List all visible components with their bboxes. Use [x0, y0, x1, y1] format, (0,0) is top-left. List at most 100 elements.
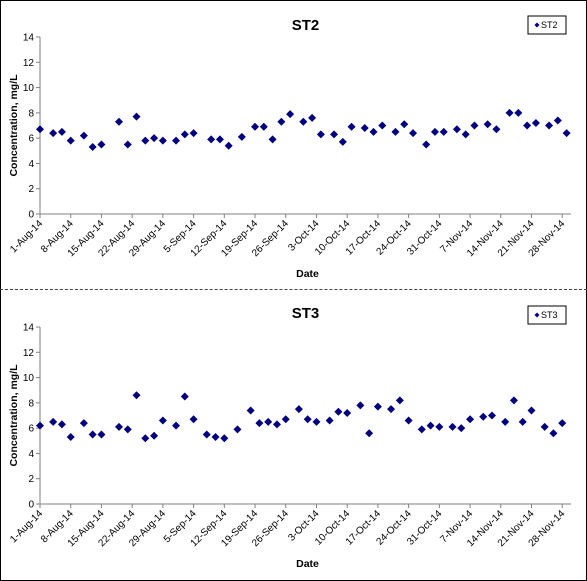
data-point [97, 140, 106, 149]
data-point [435, 422, 444, 431]
data-point [531, 118, 540, 127]
data-point [259, 122, 268, 131]
data-point [294, 405, 303, 414]
y-axis-title: Concentration, mg/L [8, 74, 20, 177]
legend-box [527, 15, 567, 35]
data-point [172, 421, 181, 430]
data-point [220, 434, 229, 443]
data-point [387, 405, 396, 414]
data-point [514, 108, 523, 117]
data-point [422, 140, 431, 149]
data-point [189, 129, 198, 138]
data-point [264, 417, 273, 426]
data-point [430, 127, 439, 136]
data-point [79, 131, 88, 140]
y-tick-label: 8 [28, 398, 34, 409]
data-point [180, 392, 189, 401]
data-point [150, 134, 159, 143]
data-point [150, 431, 159, 440]
data-point [330, 130, 339, 139]
data-point [286, 110, 295, 119]
data-point [505, 108, 514, 117]
data-point [211, 432, 220, 441]
data-point [540, 422, 549, 431]
y-tick-label: 12 [23, 58, 35, 69]
data-point [395, 396, 404, 405]
data-point [426, 421, 435, 430]
data-point [36, 125, 44, 134]
data-point [88, 430, 97, 439]
data-point [360, 124, 369, 133]
data-point [158, 136, 167, 145]
data-point [312, 417, 321, 426]
data-point [255, 419, 264, 428]
data-point [378, 121, 387, 130]
data-point [97, 430, 106, 439]
data-point [268, 135, 277, 144]
y-tick-label: 12 [23, 348, 35, 359]
x-axis-title: Date [296, 558, 319, 570]
y-tick-label: 2 [28, 184, 34, 195]
data-point [562, 129, 571, 138]
data-point [470, 121, 479, 130]
chart-panel-st3: ST3024681012141-Aug-148-Aug-1415-Aug-142… [8, 305, 571, 570]
data-point [369, 127, 378, 136]
data-point [365, 429, 374, 438]
data-point [172, 136, 181, 145]
data-point [316, 130, 325, 139]
data-point [404, 416, 413, 425]
data-point [308, 113, 317, 122]
data-point [448, 422, 457, 431]
data-point [114, 422, 123, 431]
data-point [189, 415, 198, 424]
y-tick-label: 6 [28, 424, 34, 435]
data-point [246, 406, 255, 415]
chart-panel-st2: ST2024681012141-Aug-148-Aug-1415-Aug-142… [8, 15, 571, 280]
y-tick-label: 14 [23, 323, 35, 334]
data-point [123, 425, 132, 434]
data-point [501, 417, 510, 426]
data-point [492, 125, 501, 134]
data-point [527, 406, 536, 415]
data-point [417, 425, 426, 434]
data-point [202, 430, 211, 439]
data-point [88, 142, 97, 151]
data-point [57, 127, 66, 136]
legend-label: ST3 [541, 310, 558, 320]
data-point [343, 408, 352, 417]
y-tick-label: 4 [28, 159, 34, 170]
y-tick-label: 0 [28, 500, 34, 511]
data-point [488, 411, 497, 420]
data-point [461, 130, 470, 139]
y-tick-label: 10 [23, 373, 35, 384]
data-point [373, 402, 382, 411]
data-point [303, 415, 312, 424]
data-point [518, 417, 527, 426]
data-point [66, 432, 75, 441]
data-point [215, 135, 224, 144]
data-point [509, 396, 518, 405]
data-point [483, 120, 492, 129]
data-point [49, 417, 58, 426]
y-tick-label: 10 [23, 83, 35, 94]
data-point [545, 121, 554, 130]
panel-divider [0, 289, 587, 290]
x-axis-title: Date [296, 268, 319, 280]
data-point [158, 416, 167, 425]
data-point [523, 121, 532, 130]
y-tick-label: 4 [28, 449, 34, 460]
data-point [36, 421, 44, 430]
data-point [123, 140, 132, 149]
data-point [325, 416, 334, 425]
y-tick-label: 6 [28, 134, 34, 145]
data-point [66, 136, 75, 145]
data-point [272, 420, 281, 429]
data-point [233, 425, 242, 434]
data-point [452, 125, 461, 134]
data-point [114, 117, 123, 126]
y-tick-label: 8 [28, 108, 34, 119]
data-point [224, 141, 233, 150]
chart-title: ST2 [292, 17, 320, 34]
data-point [347, 122, 356, 131]
data-point [457, 424, 466, 433]
